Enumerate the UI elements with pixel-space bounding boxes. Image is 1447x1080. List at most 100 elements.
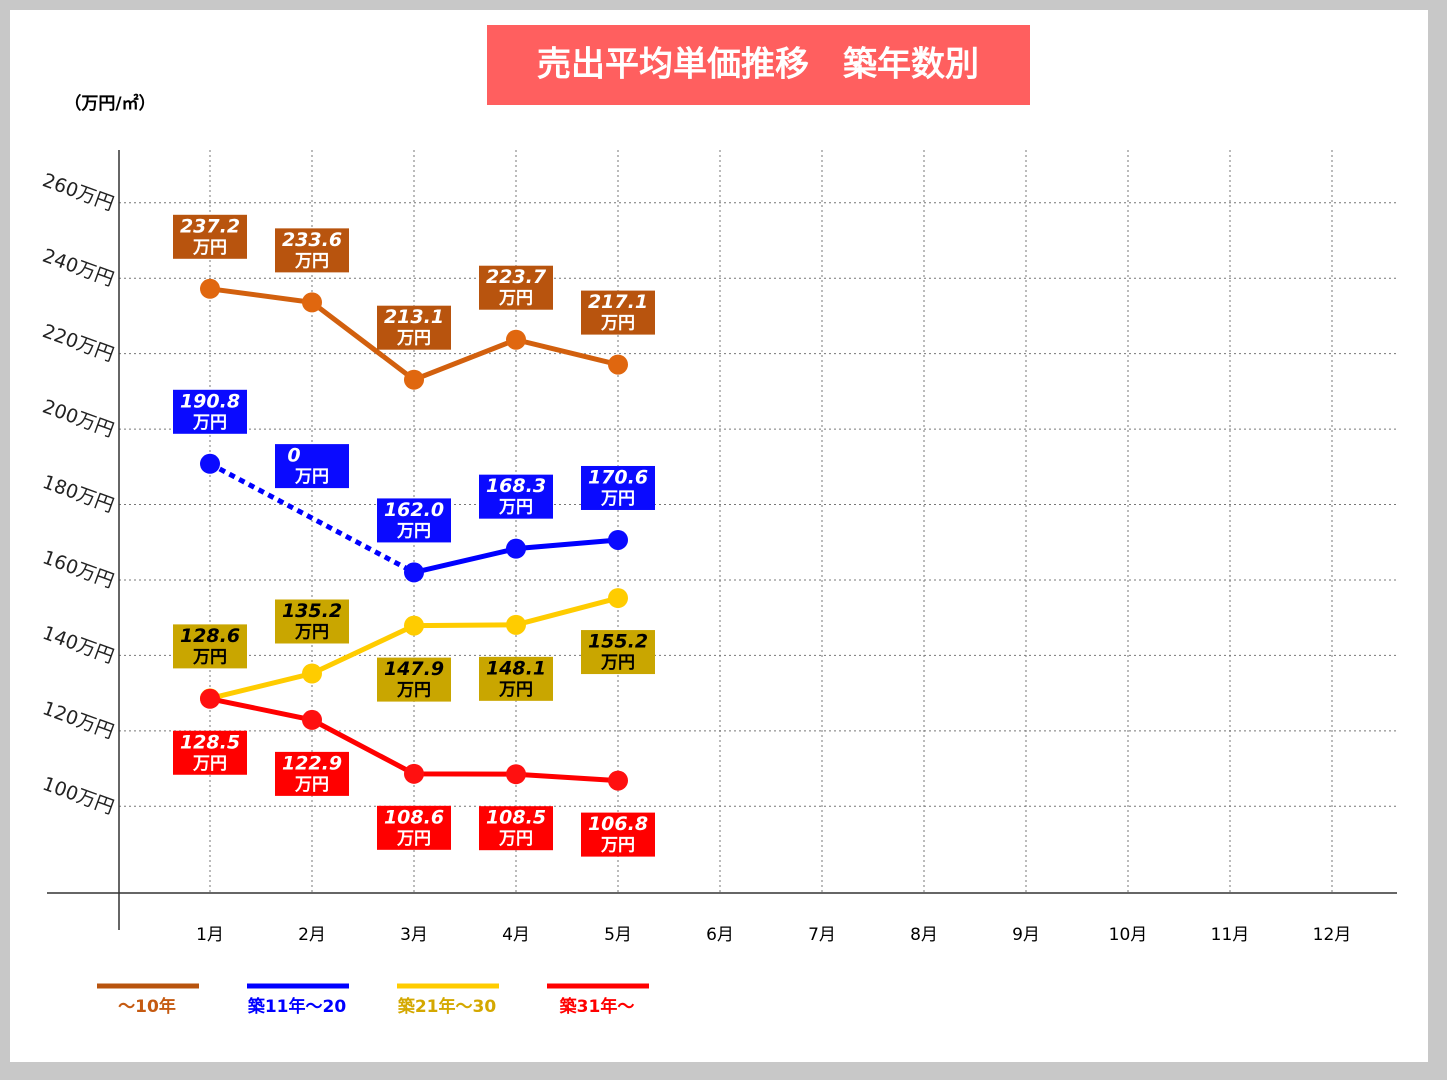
data-point <box>404 615 424 636</box>
data-label-unit: 万円 <box>192 413 227 433</box>
data-label-box <box>479 474 553 519</box>
x-tick-label: 9月 <box>1012 925 1040 945</box>
data-label: 135.2 <box>282 600 342 622</box>
y-axis-label: （万円/㎡） <box>64 93 155 114</box>
data-label-box <box>377 805 451 850</box>
x-tick-label: 1月 <box>196 925 224 945</box>
data-point <box>200 453 220 474</box>
data-label: 0 <box>287 445 300 467</box>
data-point <box>200 278 220 299</box>
x-tick-label: 5月 <box>604 925 632 945</box>
data-label-box <box>377 657 451 702</box>
data-label-unit: 万円 <box>396 329 431 349</box>
data-point <box>302 663 322 684</box>
data-label-unit: 万円 <box>498 680 533 700</box>
x-tick-label: 12月 <box>1313 925 1352 945</box>
data-label-box <box>479 265 553 310</box>
data-label-box <box>275 599 349 644</box>
data-point <box>608 770 628 791</box>
x-tick-label: 7月 <box>808 925 836 945</box>
x-tick-label: 6月 <box>706 925 734 945</box>
data-label-box <box>377 305 451 350</box>
title-box <box>487 25 1030 105</box>
data-label: 106.8 <box>588 813 648 835</box>
data-label: 128.5 <box>180 731 240 753</box>
legend-label: 築11年～20 <box>247 996 346 1017</box>
data-point <box>506 538 526 559</box>
data-label-box <box>275 444 349 489</box>
data-label-unit: 万円 <box>294 775 329 795</box>
data-label: 122.9 <box>282 752 342 774</box>
data-label-box <box>581 465 655 510</box>
data-label-box <box>275 228 349 273</box>
data-label-box <box>173 624 247 669</box>
data-label-unit: 万円 <box>498 829 533 849</box>
data-label-unit: 万円 <box>396 681 431 701</box>
data-point <box>404 763 424 784</box>
data-label-unit: 万円 <box>396 521 431 541</box>
data-label-unit: 万円 <box>294 622 329 642</box>
data-label-box <box>173 730 247 775</box>
legend-label: ～10年 <box>118 996 176 1017</box>
data-label-unit: 万円 <box>294 467 329 487</box>
data-label-box <box>581 630 655 675</box>
data-point <box>608 354 628 375</box>
data-label: 108.5 <box>486 807 546 829</box>
x-tick-label: 11月 <box>1211 925 1250 945</box>
legend-label: 築31年～ <box>559 996 635 1017</box>
data-label: 217.1 <box>588 291 648 313</box>
data-label-unit: 万円 <box>498 498 533 518</box>
data-label: 170.6 <box>588 466 648 488</box>
data-label: 108.6 <box>384 806 444 828</box>
data-label-unit: 万円 <box>600 314 635 334</box>
data-label: 213.1 <box>384 306 444 328</box>
data-label: 233.6 <box>282 229 342 251</box>
data-label-unit: 万円 <box>600 836 635 856</box>
x-tick-label: 2月 <box>298 925 326 945</box>
data-point <box>506 764 526 785</box>
data-label-unit: 万円 <box>294 251 329 271</box>
data-label-box <box>479 656 553 701</box>
data-label: 223.7 <box>486 266 547 288</box>
data-point <box>506 614 526 635</box>
data-label: 155.2 <box>588 631 648 653</box>
data-label: 128.6 <box>180 625 240 647</box>
x-tick-label: 4月 <box>502 925 530 945</box>
x-tick-label: 3月 <box>400 925 428 945</box>
data-label-box <box>479 806 553 851</box>
chart-title: 売出平均単価推移 築年数別 <box>537 45 979 85</box>
data-label-unit: 万円 <box>600 653 635 673</box>
panel <box>10 10 1428 1062</box>
data-label: 148.1 <box>486 657 546 679</box>
data-label-box <box>275 751 349 796</box>
data-label: 162.0 <box>384 499 444 521</box>
data-point <box>200 688 220 709</box>
x-tick-label: 8月 <box>910 925 938 945</box>
data-label-box <box>581 812 655 857</box>
data-label-box <box>173 214 247 259</box>
data-label: 168.3 <box>486 475 546 497</box>
data-label: 237.2 <box>180 215 240 237</box>
data-label-unit: 万円 <box>192 647 227 667</box>
legend-label: 築21年～30 <box>397 996 496 1017</box>
data-point <box>608 588 628 609</box>
data-label-unit: 万円 <box>600 489 635 509</box>
data-label: 147.9 <box>384 658 444 680</box>
data-label: 190.8 <box>180 390 240 412</box>
data-point <box>404 562 424 583</box>
data-point <box>302 292 322 313</box>
data-label-unit: 万円 <box>396 829 431 849</box>
data-label-box <box>173 389 247 434</box>
data-label-unit: 万円 <box>498 289 533 309</box>
data-point <box>506 329 526 350</box>
gap-bridge <box>208 461 416 575</box>
data-point <box>404 369 424 390</box>
data-label-box <box>581 290 655 335</box>
data-point <box>608 529 628 550</box>
data-label-box <box>377 498 451 543</box>
data-point <box>302 709 322 730</box>
data-label-unit: 万円 <box>192 754 227 774</box>
x-tick-label: 10月 <box>1109 925 1148 945</box>
